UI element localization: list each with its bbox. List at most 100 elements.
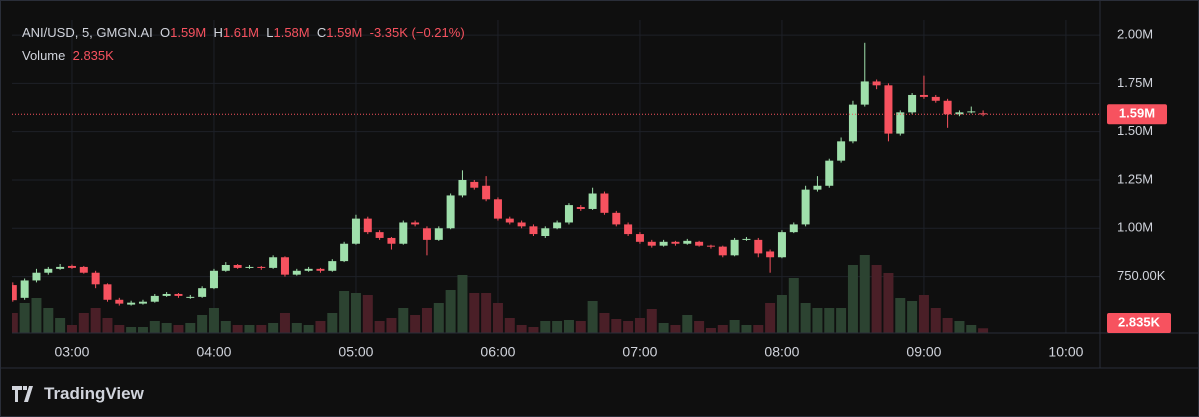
volume-bar: [315, 321, 326, 333]
volume-bar: [907, 301, 918, 333]
candle-body: [730, 239, 739, 256]
volume-bar: [492, 303, 503, 333]
volume-bar: [232, 325, 243, 333]
ohlc-value: 1.59M: [326, 25, 363, 40]
x-tick-label: 06:00: [480, 344, 515, 360]
volume-bar: [670, 325, 681, 333]
volume-bar: [575, 321, 586, 333]
candle-body: [529, 226, 538, 235]
candle-body: [695, 241, 704, 246]
ohlc-key: H: [213, 25, 223, 40]
candle-body: [186, 296, 195, 298]
volume-bar: [386, 318, 397, 333]
candle-body: [44, 268, 53, 273]
candle-body: [351, 218, 360, 244]
candle-body: [754, 239, 763, 254]
volume-bar: [599, 313, 610, 333]
volume-bar: [421, 308, 432, 333]
x-tick-label: 09:00: [906, 344, 941, 360]
candle-body: [292, 270, 301, 275]
candle-body: [328, 261, 337, 271]
volume-bar: [220, 321, 231, 333]
candle-body: [600, 193, 609, 213]
ohlc-value: 1.61M: [222, 25, 260, 40]
x-tick-label: 10:00: [1048, 344, 1083, 360]
volume-bar: [966, 325, 977, 333]
volume-bar: [587, 301, 598, 333]
volume-bar: [930, 308, 941, 333]
volume-bar: [552, 321, 563, 333]
candle-body: [174, 293, 183, 296]
candle-body: [103, 284, 112, 300]
volume-bar: [800, 303, 811, 333]
candle-body: [245, 266, 254, 268]
candle-body: [67, 265, 76, 268]
candle-body: [908, 94, 917, 113]
candle-body: [446, 195, 455, 229]
candle-body: [79, 266, 88, 273]
candle-body: [115, 299, 124, 304]
candle-body: [233, 264, 242, 268]
volume-bar: [362, 295, 373, 333]
y-tick-label: 1.00M: [1117, 220, 1153, 235]
volume-tag: [1107, 313, 1171, 333]
candle-body: [884, 85, 893, 134]
candle-body: [931, 96, 940, 101]
x-tick-label: 07:00: [622, 344, 657, 360]
volume-bar: [55, 318, 66, 333]
volume-bar: [19, 303, 30, 333]
candle-body: [825, 160, 834, 186]
volume-bar: [978, 328, 989, 333]
ohlc-key: O: [159, 25, 171, 40]
price-tag: [1107, 104, 1167, 125]
volume-bar: [812, 308, 823, 333]
volume-bar: [847, 265, 858, 333]
volume-bar: [540, 321, 551, 333]
volume-bar: [173, 325, 184, 333]
volume-bar: [859, 255, 870, 333]
footer[interactable]: TradingView: [12, 384, 144, 404]
candle-body: [12, 285, 17, 301]
candle-body: [91, 272, 100, 285]
volume-bar: [244, 325, 255, 333]
candle-body: [979, 113, 988, 115]
volume-bar: [66, 325, 77, 333]
volume-bar: [895, 298, 906, 333]
volume-bar: [741, 325, 752, 333]
candle-body: [470, 181, 479, 188]
x-tick-label: 03:00: [54, 344, 89, 360]
volume-bar: [279, 313, 290, 333]
candle-body: [801, 189, 810, 225]
candle-body: [304, 268, 313, 271]
volume-bar: [788, 278, 799, 333]
candle-body: [742, 238, 751, 240]
candle-body: [553, 222, 562, 229]
volume-bar: [918, 295, 929, 333]
volume-bar: [634, 318, 645, 333]
candle-body: [56, 266, 65, 269]
volume-bar: [623, 321, 634, 333]
volume-bar: [682, 315, 693, 333]
volume-bar: [327, 313, 338, 333]
volume-bar: [197, 315, 208, 333]
y-tick-label: 2.00M: [1117, 27, 1153, 42]
candle-body: [612, 212, 621, 225]
candle-body: [955, 112, 964, 115]
price-tag-label: 1.59M: [1119, 106, 1155, 121]
y-tick-label: 1.50M: [1117, 123, 1153, 138]
volume-bar: [374, 321, 385, 333]
volume-bar: [102, 318, 113, 333]
candle-body: [198, 288, 207, 297]
candle-body: [150, 295, 159, 302]
volume-bar: [516, 325, 527, 333]
volume-bar: [31, 298, 42, 333]
candle-body: [624, 224, 633, 235]
volume-legend: Volume 2.835K: [22, 48, 114, 63]
y-tick-label: 750.00K: [1117, 268, 1166, 283]
candle-body: [32, 272, 41, 281]
candle-body: [789, 224, 798, 233]
candle-body: [434, 228, 443, 240]
candle-body: [162, 293, 171, 296]
volume-bar: [303, 325, 314, 333]
